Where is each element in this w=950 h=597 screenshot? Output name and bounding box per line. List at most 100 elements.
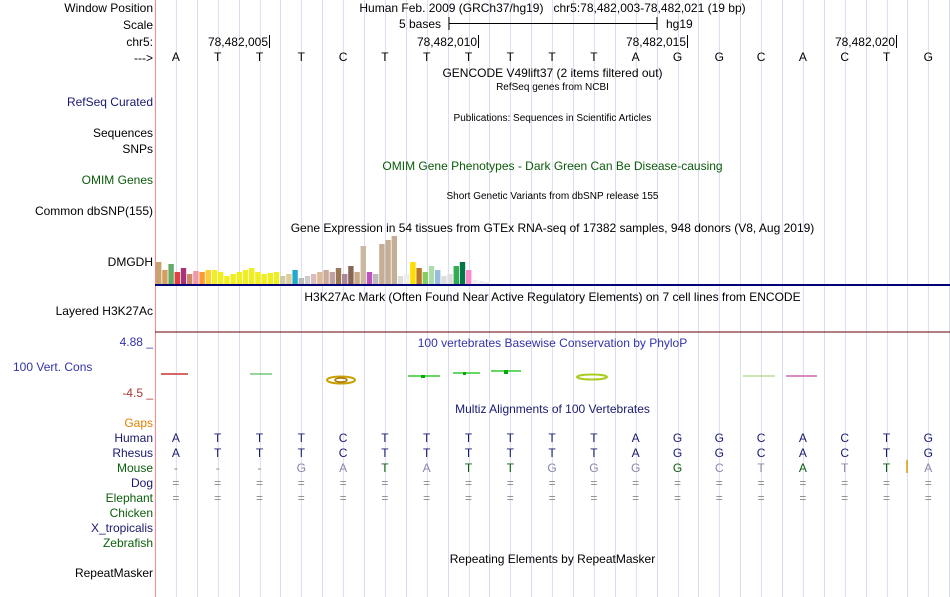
species-base: C [338,431,348,445]
species-base: C [714,461,724,475]
species-base: - [173,461,178,475]
gtex-tissue-bar [317,272,323,284]
phylop-mark [463,372,466,375]
species-base: A [798,431,807,445]
reference-base: A [631,50,640,64]
species-base: = [882,476,890,490]
gtex-tissue-bar [255,272,261,284]
reference-base: T [255,50,264,64]
gtex-tissue-bar [311,274,317,284]
species-base: G [672,431,683,445]
h3k27ac-title[interactable]: H3K27Ac Mark (Often Found Near Active Re… [304,290,801,304]
phylop-label[interactable]: 100 Vert. Cons [13,360,93,374]
gtex-tissue-bar [193,271,199,284]
reference-base: A [798,50,807,64]
species-base: T [423,431,431,445]
species-base: = [214,491,222,505]
reference-base: T [381,50,389,64]
repeatmasker-title[interactable]: Repeating Elements by RepeatMasker [449,552,656,566]
gtex-tissue-bar [422,272,428,284]
species-label-rhesus[interactable]: Rhesus [112,446,153,460]
gtex-tissue-bar [404,274,410,284]
species-base: T [297,446,305,460]
species-base: T [255,431,264,445]
phylop-title[interactable]: 100 vertebrates Basewise Conservation by… [417,336,688,350]
species-label-dog[interactable]: Dog [130,476,153,490]
species-base: = [715,491,723,505]
species-base: T [464,446,473,460]
refseq-label[interactable]: RefSeq Curated [66,95,153,109]
omim-title[interactable]: OMIM Gene Phenotypes - Dark Green Can Be… [382,159,723,173]
gtex-tissue-bar [441,276,447,284]
reference-base: A [171,50,180,64]
gtex-tissue-bar [342,274,348,284]
gtex-title[interactable]: Gene Expression in 54 tissues from GTEx … [290,221,815,235]
repeatmasker-label[interactable]: RepeatMasker [74,566,153,580]
reference-base: T [506,50,514,64]
species-base: T [548,446,556,460]
gtex-gene-label[interactable]: DMGDH [107,255,153,269]
refseq-title[interactable]: RefSeq genes from NCBI [496,82,609,93]
species-label-mouse[interactable]: Mouse [116,461,153,475]
gtex-tissue-bar [366,272,373,284]
species-base: T [841,461,849,475]
species-base: = [924,491,932,505]
gtex-tissue-bar [459,262,466,284]
species-base: T [423,446,431,460]
gtex-tissue-bar [304,276,311,284]
species-label-x_tropicalis[interactable]: X_tropicalis [90,521,153,535]
gtex-tissue-bar [261,274,267,284]
publications-title[interactable]: Publications: Sequences in Scientific Ar… [453,113,652,124]
species-base: T [381,461,389,475]
dbsnp-title[interactable]: Short Genetic Variants from dbSNP releas… [446,191,659,202]
species-base: = [297,476,305,490]
species-base: T [214,446,222,460]
h3k27ac-label[interactable]: Layered H3K27Ac [55,304,153,318]
species-label-chicken[interactable]: Chicken [109,506,153,520]
gtex-tissue-bar [447,274,453,284]
phylop-graph[interactable] [155,360,950,390]
reference-base: T [464,50,473,64]
species-label-human[interactable]: Human [114,431,153,445]
species-base: = [381,491,389,505]
species-base: = [423,476,431,490]
species-base: = [464,491,472,505]
gtex-tissue-bar [286,274,292,284]
phylop-mark [421,375,425,378]
gtex-tissue-bar [230,274,236,284]
gencode-title[interactable]: GENCODE V49lift37 (2 items filtered out) [442,66,663,80]
species-label-zebrafish[interactable]: Zebrafish [102,536,153,550]
species-base: C [840,431,850,445]
species-base: C [756,431,766,445]
multiz-title[interactable]: Multiz Alignments of 100 Vertebrates [455,402,650,416]
reference-base: C [756,50,766,64]
gaps-label[interactable]: Gaps [124,416,153,430]
gtex-tissue-bar [211,270,218,284]
gtex-bar-chart[interactable] [155,234,950,288]
species-base: G [631,461,641,475]
species-base: A [924,461,933,475]
species-base: = [632,491,640,505]
gtex-tissue-bar [180,268,187,284]
gtex-tissue-bar [323,270,329,284]
species-base: A [798,446,807,460]
species-base: T [214,431,222,445]
dbsnp-label[interactable]: Common dbSNP(155) [34,204,153,218]
species-base: = [632,476,640,490]
sequences-label[interactable]: Sequences [92,126,153,140]
species-base: = [214,476,222,490]
ruler-tick-mark [478,35,479,48]
gtex-tissue-bar [249,268,255,284]
gtex-tissue-bar [416,268,422,284]
species-label-elephant[interactable]: Elephant [105,491,153,505]
gtex-tissue-bar [478,281,484,284]
gtex-tissue-bar [199,272,205,284]
species-base: = [339,491,347,505]
gtex-tissue-bar [428,266,435,284]
gtex-tissue-bar [391,236,397,284]
species-base: = [506,476,514,490]
omim-label[interactable]: OMIM Genes [81,173,153,187]
gtex-tissue-bar [218,272,224,284]
snps-label[interactable]: SNPs [122,142,153,156]
species-base: A [171,446,180,460]
